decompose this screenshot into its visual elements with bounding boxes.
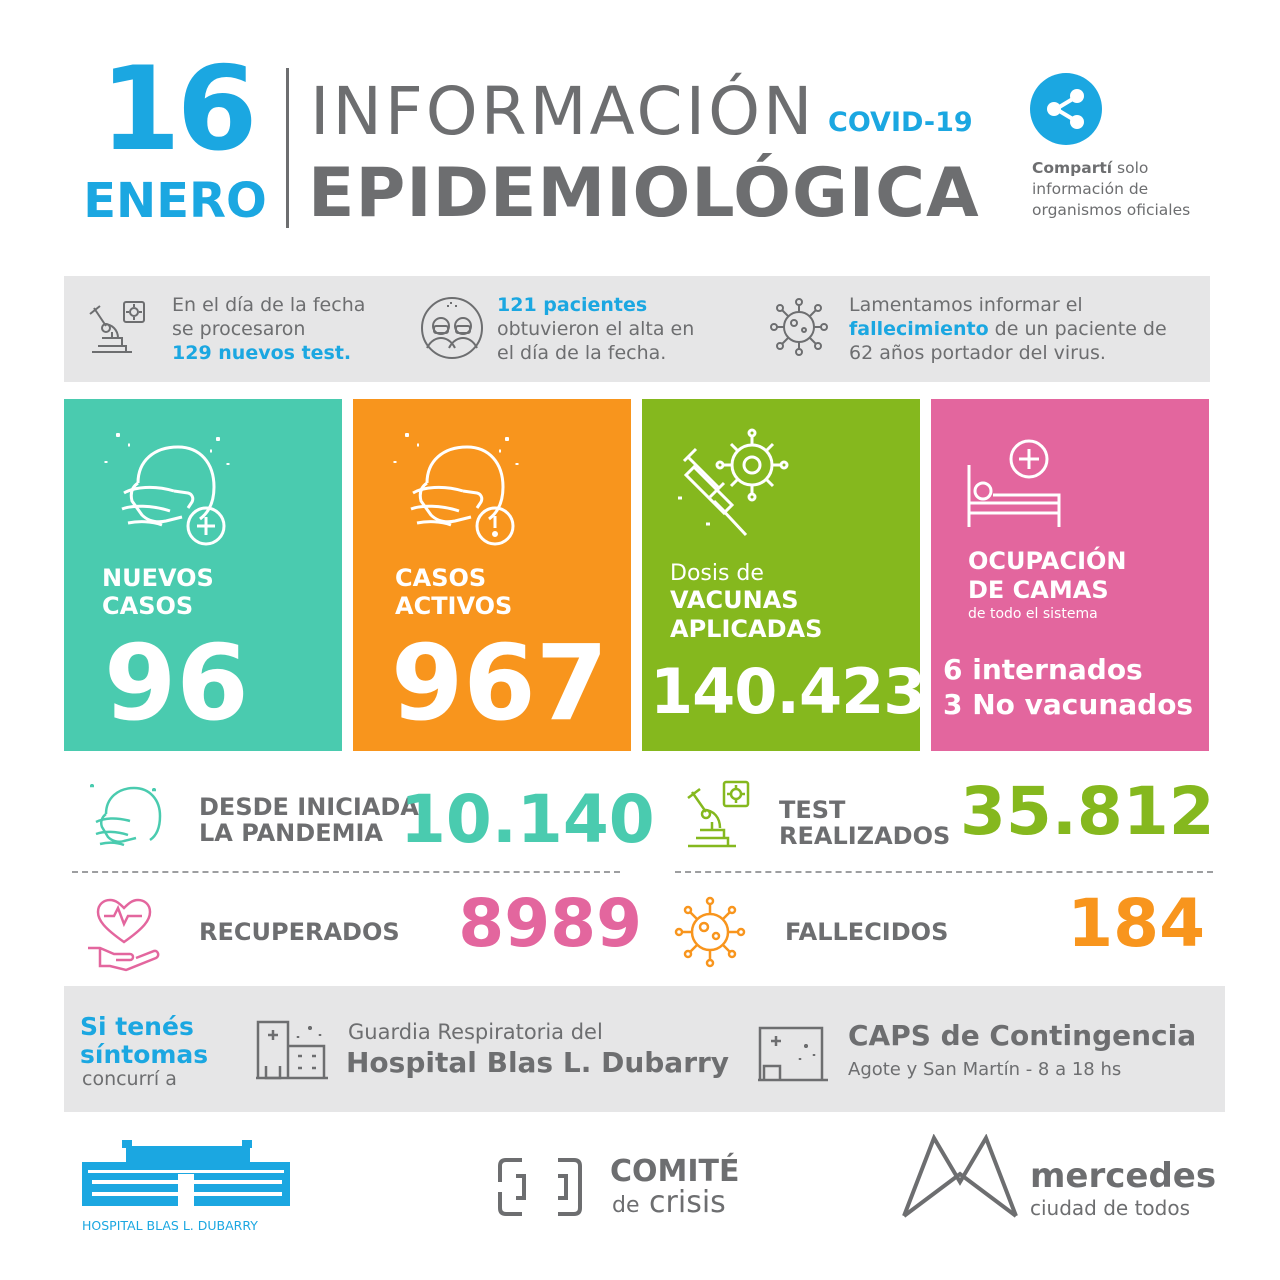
info-tests-text: En el día de la fecha se procesaron 129 … bbox=[172, 293, 365, 365]
tile-beds-label1: OCUPACIÓN bbox=[968, 547, 1127, 575]
share-rest2: información de bbox=[1032, 180, 1149, 198]
info-tests-l2: se procesaron bbox=[172, 318, 306, 340]
tile-active-label2: ACTIVOS bbox=[395, 592, 513, 620]
tile-beds-line1: 6 internados bbox=[943, 653, 1143, 686]
mercedes-l2: ciudad de todos bbox=[1030, 1196, 1191, 1220]
symptoms-strip: Si tenés síntomas concurrí a Guardia Res… bbox=[64, 986, 1225, 1112]
tile-active-cases: CASOS ACTIVOS 967 bbox=[353, 399, 631, 751]
symptoms-l3: concurrí a bbox=[82, 1068, 177, 1090]
date-day: 16 bbox=[100, 42, 257, 177]
tests-value: 35.812 bbox=[960, 773, 1215, 850]
virus-icon bbox=[766, 294, 832, 360]
date-month: ENERO bbox=[83, 173, 267, 229]
comite-crisis: crisis bbox=[649, 1185, 726, 1220]
microscope-icon bbox=[84, 294, 150, 360]
caps-l2: Agote y San Martín - 8 a 18 hs bbox=[848, 1059, 1122, 1080]
since-label2: LA PANDEMIA bbox=[199, 819, 383, 847]
masked-head-icon bbox=[86, 778, 166, 858]
masked-head-alert-icon bbox=[387, 423, 527, 553]
tile-beds-label2: DE CAMAS bbox=[968, 576, 1109, 604]
info-discharges-l2: obtuvieron el alta en bbox=[497, 318, 695, 340]
tile-vaccines-label0: Dosis de bbox=[670, 561, 764, 586]
tile-beds: OCUPACIÓN DE CAMAS de todo el sistema 6 … bbox=[931, 399, 1209, 751]
symptoms-l2: síntomas bbox=[80, 1040, 209, 1069]
hospital-bed-icon bbox=[965, 437, 1105, 567]
syringe-virus-icon bbox=[668, 423, 808, 553]
info-death-l3: 62 años portador del virus. bbox=[849, 342, 1106, 364]
deceased-value: 184 bbox=[1067, 885, 1205, 962]
tile-new-value: 96 bbox=[104, 622, 249, 744]
hospital-l2: Hospital Blas L. Dubarry bbox=[346, 1046, 730, 1079]
divider-left bbox=[72, 871, 620, 873]
hospital-logo-text: HOSPITAL BLAS L. DUBARRY bbox=[82, 1218, 258, 1233]
tile-vaccines-value: 140.423 bbox=[650, 655, 920, 728]
recovered-value: 8989 bbox=[458, 885, 642, 962]
hospital-l1: Guardia Respiratoria del bbox=[348, 1020, 603, 1044]
share-bold: Compartí bbox=[1032, 159, 1113, 177]
info-death-l2-rest: de un paciente de bbox=[988, 318, 1167, 340]
comite-l1: COMITÉ bbox=[610, 1154, 740, 1189]
deceased-label: FALLECIDOS bbox=[785, 918, 949, 946]
info-strip: En el día de la fecha se procesaron 129 … bbox=[64, 276, 1210, 382]
tile-new-cases: NUEVOS CASOS 96 bbox=[64, 399, 342, 751]
info-death-l2: fallecimiento de un paciente de bbox=[849, 317, 1167, 341]
share-rest1: solo bbox=[1112, 159, 1149, 177]
tile-active-label1: CASOS bbox=[395, 564, 487, 592]
tile-beds-sub: de todo el sistema bbox=[968, 606, 1098, 622]
recovered-label: RECUPERADOS bbox=[199, 918, 400, 946]
tests-label1: TEST bbox=[779, 796, 846, 824]
caps-l1: CAPS de Contingencia bbox=[848, 1019, 1197, 1052]
masked-head-plus-icon bbox=[98, 423, 238, 553]
info-discharges-l1: 121 pacientes bbox=[497, 294, 648, 316]
tile-new-label2: CASOS bbox=[102, 592, 194, 620]
tile-new-label1: NUEVOS bbox=[102, 564, 214, 592]
building-icon bbox=[254, 1016, 330, 1080]
title-line2: EPIDEMIOLÓGICA bbox=[308, 154, 980, 233]
info-discharges-text: 121 pacientes obtuvieron el alta en el d… bbox=[497, 293, 694, 365]
info-tests-l1: En el día de la fecha bbox=[172, 294, 366, 316]
tests-label2: REALIZADOS bbox=[779, 822, 951, 850]
share-icon[interactable] bbox=[1030, 73, 1102, 145]
hospital-logo: HOSPITAL BLAS L. DUBARRY bbox=[82, 1140, 292, 1233]
tile-vaccines-label2: APLICADAS bbox=[670, 615, 823, 643]
mercedes-logo-mark bbox=[900, 1133, 1020, 1220]
info-discharges-l3: el día de la fecha. bbox=[497, 342, 667, 364]
tile-vaccines-label1: VACUNAS bbox=[670, 586, 799, 614]
comite-de: de bbox=[612, 1193, 640, 1218]
info-tests-l3: 129 nuevos test. bbox=[172, 342, 352, 364]
header-divider bbox=[286, 68, 289, 228]
building-icon bbox=[756, 1020, 832, 1084]
tile-vaccines: Dosis de VACUNAS APLICADAS 140.423 bbox=[642, 399, 920, 751]
title-line1: INFORMACIÓN bbox=[310, 73, 816, 150]
since-value: 10.140 bbox=[400, 781, 655, 858]
symptoms-l1: Si tenés bbox=[80, 1012, 194, 1041]
divider-right bbox=[675, 871, 1213, 873]
mercedes-l1: mercedes bbox=[1030, 1156, 1217, 1196]
since-label1: DESDE INICIADA bbox=[199, 793, 419, 821]
info-death-text: Lamentamos informar el fallecimiento de … bbox=[849, 293, 1167, 365]
covid-badge: COVID-19 bbox=[828, 107, 973, 138]
microscope-icon bbox=[680, 776, 760, 856]
share-note: Compartí solo información de organismos … bbox=[1032, 158, 1252, 221]
virus-icon bbox=[670, 892, 750, 972]
comite-logo-mark bbox=[496, 1156, 596, 1218]
comite-l2: de crisis bbox=[612, 1186, 726, 1223]
masked-people-icon bbox=[419, 294, 485, 360]
share-rest3: organismos oficiales bbox=[1032, 201, 1191, 219]
info-death-highlight: fallecimiento bbox=[849, 318, 989, 340]
tile-beds-line2: 3 No vacunados bbox=[943, 688, 1194, 721]
tile-active-value: 967 bbox=[391, 622, 609, 744]
heart-hand-icon bbox=[84, 892, 164, 972]
info-death-l1: Lamentamos informar el bbox=[849, 294, 1083, 316]
